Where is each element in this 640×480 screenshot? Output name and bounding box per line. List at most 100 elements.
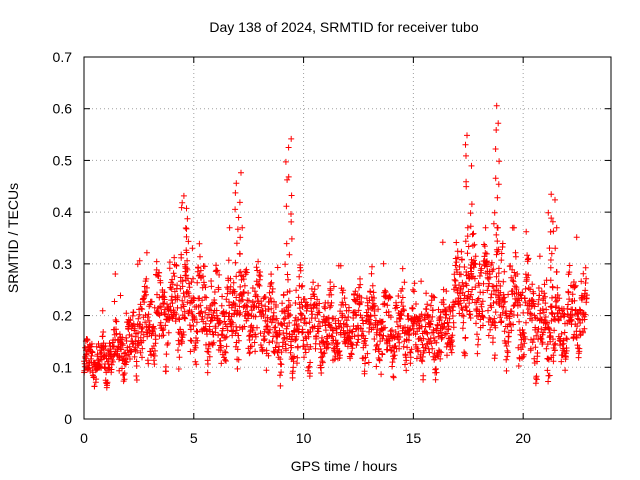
data-point bbox=[449, 307, 456, 314]
data-point bbox=[439, 323, 446, 330]
data-point bbox=[403, 357, 410, 364]
data-point bbox=[428, 340, 435, 347]
data-point bbox=[167, 303, 174, 310]
data-point bbox=[153, 258, 160, 265]
data-point bbox=[519, 355, 525, 361]
data-point bbox=[394, 304, 400, 311]
data-point bbox=[281, 308, 288, 315]
data-point bbox=[534, 358, 540, 365]
data-point bbox=[490, 335, 496, 341]
data-point bbox=[446, 315, 453, 322]
data-point bbox=[165, 340, 171, 347]
data-point bbox=[355, 336, 362, 343]
data-point bbox=[284, 176, 291, 183]
data-point bbox=[316, 309, 323, 316]
data-point bbox=[239, 224, 246, 231]
data-point bbox=[435, 333, 442, 340]
data-point bbox=[468, 162, 475, 169]
data-point bbox=[343, 317, 350, 324]
data-point bbox=[535, 301, 542, 308]
data-point bbox=[237, 251, 243, 257]
data-point bbox=[412, 331, 419, 338]
data-point bbox=[288, 344, 295, 351]
data-point bbox=[461, 292, 468, 299]
data-point bbox=[301, 354, 307, 361]
data-point bbox=[420, 335, 427, 342]
data-point bbox=[337, 262, 344, 269]
data-point bbox=[351, 333, 358, 340]
data-point bbox=[148, 298, 155, 305]
data-point bbox=[496, 158, 503, 165]
data-point bbox=[429, 307, 436, 314]
data-point bbox=[290, 364, 297, 371]
data-point bbox=[565, 301, 571, 308]
data-point bbox=[464, 233, 471, 240]
data-point bbox=[88, 352, 95, 359]
data-point bbox=[265, 352, 272, 359]
data-point bbox=[253, 278, 260, 285]
data-point bbox=[263, 367, 270, 374]
data-point bbox=[194, 328, 201, 335]
data-point bbox=[418, 278, 425, 285]
data-point bbox=[380, 260, 387, 267]
data-point bbox=[211, 297, 218, 303]
data-point bbox=[163, 368, 169, 375]
data-point bbox=[194, 279, 201, 286]
data-point bbox=[84, 337, 91, 344]
data-point bbox=[418, 311, 425, 318]
data-point bbox=[469, 286, 476, 293]
data-point bbox=[161, 289, 168, 296]
data-point bbox=[445, 323, 452, 330]
data-point bbox=[319, 353, 326, 360]
data-point bbox=[160, 332, 167, 339]
data-point bbox=[234, 226, 241, 233]
data-point bbox=[93, 376, 100, 383]
data-point bbox=[296, 305, 303, 312]
data-point bbox=[193, 319, 200, 326]
data-point bbox=[572, 282, 579, 289]
data-point bbox=[95, 340, 102, 347]
data-point bbox=[293, 333, 300, 340]
data-point bbox=[523, 228, 530, 235]
data-point bbox=[284, 271, 291, 278]
data-point bbox=[222, 334, 229, 341]
data-point bbox=[551, 341, 558, 348]
data-point bbox=[152, 347, 158, 354]
data-point bbox=[195, 265, 202, 271]
data-point bbox=[405, 337, 412, 344]
data-point bbox=[227, 283, 234, 290]
y-axis-label: SRMTID / TECUs bbox=[5, 183, 21, 293]
data-point bbox=[490, 300, 497, 306]
data-point bbox=[106, 340, 113, 347]
data-point bbox=[413, 314, 420, 321]
data-point bbox=[425, 312, 431, 319]
data-point bbox=[234, 346, 241, 353]
data-point bbox=[369, 282, 376, 289]
data-point bbox=[535, 285, 542, 291]
data-points bbox=[81, 102, 590, 391]
data-point bbox=[524, 252, 531, 259]
data-point bbox=[357, 281, 364, 288]
data-point bbox=[233, 294, 240, 301]
data-point bbox=[475, 295, 482, 302]
data-point bbox=[180, 192, 187, 199]
data-point bbox=[245, 297, 252, 304]
data-point bbox=[525, 272, 532, 279]
data-point bbox=[419, 341, 426, 348]
data-point bbox=[299, 282, 306, 289]
data-point bbox=[502, 340, 509, 347]
data-point bbox=[562, 367, 569, 374]
data-point bbox=[464, 224, 471, 231]
data-point bbox=[133, 377, 140, 383]
data-point bbox=[322, 327, 329, 334]
data-point bbox=[278, 349, 285, 356]
data-point bbox=[466, 274, 473, 281]
data-point bbox=[423, 290, 430, 297]
data-point bbox=[292, 300, 299, 306]
data-point bbox=[290, 358, 297, 365]
data-point bbox=[482, 250, 489, 256]
data-point bbox=[254, 324, 260, 331]
data-point bbox=[503, 367, 510, 374]
data-point bbox=[320, 339, 327, 346]
data-point bbox=[458, 271, 464, 278]
